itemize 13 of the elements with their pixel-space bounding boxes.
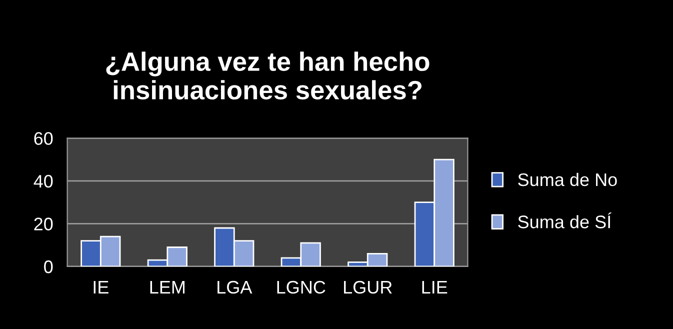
y-tick-label: 40: [34, 174, 53, 188]
x-tick-label: LIE: [422, 281, 448, 294]
legend-label: Suma de SÍ: [518, 212, 612, 228]
x-tick-label: LEM: [150, 281, 184, 294]
legend-label: Suma de No: [518, 172, 617, 186]
x-tick-label: LGA: [218, 280, 252, 294]
y-tick-label: 60: [34, 132, 53, 145]
chart-title: ¿Alguna vez te han hecho insinuaciones sexuales?: [106, 52, 430, 100]
x-tick-label: IE: [94, 281, 108, 294]
y-tick-label: 0: [44, 260, 53, 274]
y-tick-label: 20: [34, 218, 53, 230]
x-tick-label: LGUR: [344, 280, 392, 294]
x-tick-label: LGNC: [277, 280, 326, 294]
